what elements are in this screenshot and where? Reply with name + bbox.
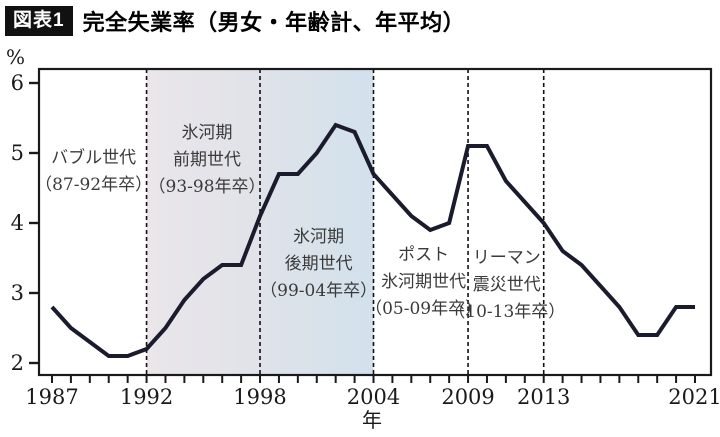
data-line-layer [50, 122, 695, 358]
figure-number-badge: 図表1 [5, 6, 73, 36]
y-tick-label-3: 3 [11, 281, 24, 305]
axis-tick-layer [29, 81, 696, 383]
x-tick-label-1987: 1987 [25, 385, 78, 409]
x-tick-label-2004: 2004 [347, 385, 400, 409]
x-tick-label-2013: 2013 [517, 385, 570, 409]
y-tick-label-4: 4 [11, 211, 24, 235]
x-tick-label-2021: 2021 [668, 385, 720, 409]
x-tick-label-1992: 1992 [120, 385, 173, 409]
figure-title: 完全失業率（男女・年齢計、年平均） [82, 10, 466, 35]
unemployment-rate-line [50, 122, 695, 358]
axis-label-layer: 1987 1992 1998 2004 2009 2013 2021 2 3 4 5 6% 年 [6, 45, 720, 432]
plot-frame [37, 67, 713, 377]
x-tick-label-2009: 2009 [441, 385, 494, 409]
plot-frame-layer [37, 67, 713, 377]
y-axis-unit-label: % [6, 45, 25, 69]
y-tick-label-2: 2 [11, 351, 24, 375]
x-tick-label-1998: 1998 [233, 385, 286, 409]
x-axis-title: 年 [362, 408, 382, 432]
y-tick-label-6: 6 [11, 71, 24, 95]
y-tick-label-5: 5 [11, 141, 24, 165]
dashed-divider-layer [145, 69, 545, 375]
figure-header: 図表1 完全失業率（男女・年齢計、年平均） [5, 5, 465, 37]
